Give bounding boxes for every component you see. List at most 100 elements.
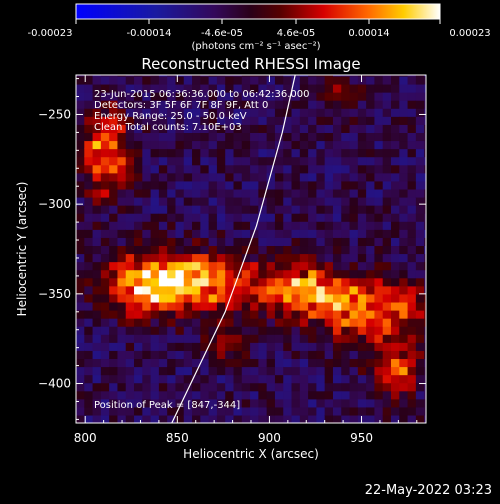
heatmap-cell xyxy=(274,132,284,142)
heatmap-cell xyxy=(308,75,317,85)
heatmap-cell xyxy=(150,221,160,230)
heatmap-cell xyxy=(150,75,160,85)
heatmap-cell xyxy=(109,374,119,384)
heatmap-cell xyxy=(92,301,102,311)
heatmap-cell xyxy=(308,390,317,400)
heatmap-cell xyxy=(150,309,160,319)
heatmap-cell xyxy=(349,92,359,101)
heatmap-cell xyxy=(316,350,326,360)
heatmap-cell xyxy=(266,229,276,238)
heatmap-cell xyxy=(266,374,276,384)
heatmap-cell xyxy=(109,148,119,158)
heatmap-cell xyxy=(366,261,376,271)
heatmap-cell xyxy=(332,350,342,360)
heatmap-cell xyxy=(117,92,127,101)
heatmap-cell xyxy=(283,116,293,125)
heatmap-cell xyxy=(167,342,177,351)
heatmap-cell xyxy=(266,334,276,343)
heatmap-cell xyxy=(283,188,293,198)
heatmap-cell xyxy=(324,269,334,279)
heatmap-cell xyxy=(382,309,392,319)
heatmap-cell xyxy=(250,180,259,190)
heatmap-cell xyxy=(225,156,235,166)
heatmap-cell xyxy=(308,132,317,142)
heatmap-cell xyxy=(241,245,251,255)
heatmap-cell xyxy=(216,116,226,125)
heatmap-cell xyxy=(341,83,351,93)
heatmap-cell xyxy=(341,350,351,360)
heatmap-cell xyxy=(407,374,417,384)
heatmap-cell xyxy=(192,318,201,327)
heatmap-cell xyxy=(117,398,127,408)
heatmap-cell xyxy=(142,342,152,351)
heatmap-cell xyxy=(208,390,218,400)
heatmap-cell xyxy=(92,116,102,125)
heatmap-cell xyxy=(225,406,235,416)
heatmap-cell xyxy=(382,382,392,392)
heatmap-cell xyxy=(250,116,259,125)
heatmap-cell xyxy=(366,382,376,392)
heatmap-cell xyxy=(125,269,135,279)
heatmap-cell xyxy=(200,406,210,416)
heatmap-cell xyxy=(266,414,276,423)
heatmap-cell xyxy=(341,164,351,174)
heatmap-cell xyxy=(283,132,293,142)
heatmap-cell xyxy=(250,237,259,247)
heatmap-cell xyxy=(332,205,342,214)
heatmap-cell xyxy=(183,293,193,303)
heatmap-cell xyxy=(357,269,367,279)
heatmap-cell xyxy=(374,414,384,423)
heatmap-cell xyxy=(125,366,135,376)
heatmap-cell xyxy=(216,269,226,279)
heatmap-cell xyxy=(274,261,284,271)
heatmap-cell xyxy=(415,132,425,142)
heatmap-cell xyxy=(100,213,110,222)
heatmap-cell xyxy=(241,398,251,408)
heatmap-cell xyxy=(142,205,152,214)
heatmap-cell xyxy=(258,83,268,93)
heatmap-cell xyxy=(407,253,417,263)
heatmap-cell xyxy=(283,100,293,109)
heatmap-cell xyxy=(208,172,218,182)
heatmap-cell xyxy=(299,75,309,77)
heatmap-cell xyxy=(200,342,210,351)
heatmap-cell xyxy=(76,261,85,271)
heatmap-cell xyxy=(316,172,326,182)
heatmap-cell xyxy=(415,382,425,392)
heatmap-cell xyxy=(316,140,326,150)
heatmap-cell xyxy=(366,253,376,263)
heatmap-cell xyxy=(241,83,251,93)
heatmap-cell xyxy=(291,75,301,77)
heatmap-cell xyxy=(324,116,334,125)
heatmap-cell xyxy=(324,398,334,408)
heatmap-cell xyxy=(134,237,143,247)
heatmap-cell xyxy=(332,196,342,206)
heatmap-cell xyxy=(92,277,102,287)
heatmap-cell xyxy=(134,277,143,287)
heatmap-cell xyxy=(250,350,259,360)
heatmap-cell xyxy=(76,318,85,327)
heatmap-cell xyxy=(158,398,168,408)
heatmap-cell xyxy=(109,132,119,142)
heatmap-cell xyxy=(266,366,276,376)
heatmap-cell xyxy=(374,100,384,109)
heatmap-cell xyxy=(283,124,293,133)
heatmap-cell xyxy=(399,148,409,158)
heatmap-cell xyxy=(84,382,94,392)
heatmap-cell xyxy=(266,156,276,166)
heatmap-cell xyxy=(142,398,152,408)
heatmap-cell xyxy=(233,229,243,238)
heatmap-cell xyxy=(175,309,185,319)
heatmap-cell xyxy=(274,269,284,279)
heatmap-cell xyxy=(391,406,400,416)
heatmap-cell xyxy=(382,285,392,295)
heatmap-cell xyxy=(382,100,392,109)
heatmap-cell xyxy=(134,196,143,206)
colorbar-tick-label: 4.6e-05 xyxy=(277,28,315,39)
heatmap-cell xyxy=(233,301,243,311)
heatmap-cell xyxy=(76,92,85,101)
heatmap-cell xyxy=(142,132,152,142)
heatmap-cell xyxy=(200,132,210,142)
heatmap-cell xyxy=(399,221,409,230)
